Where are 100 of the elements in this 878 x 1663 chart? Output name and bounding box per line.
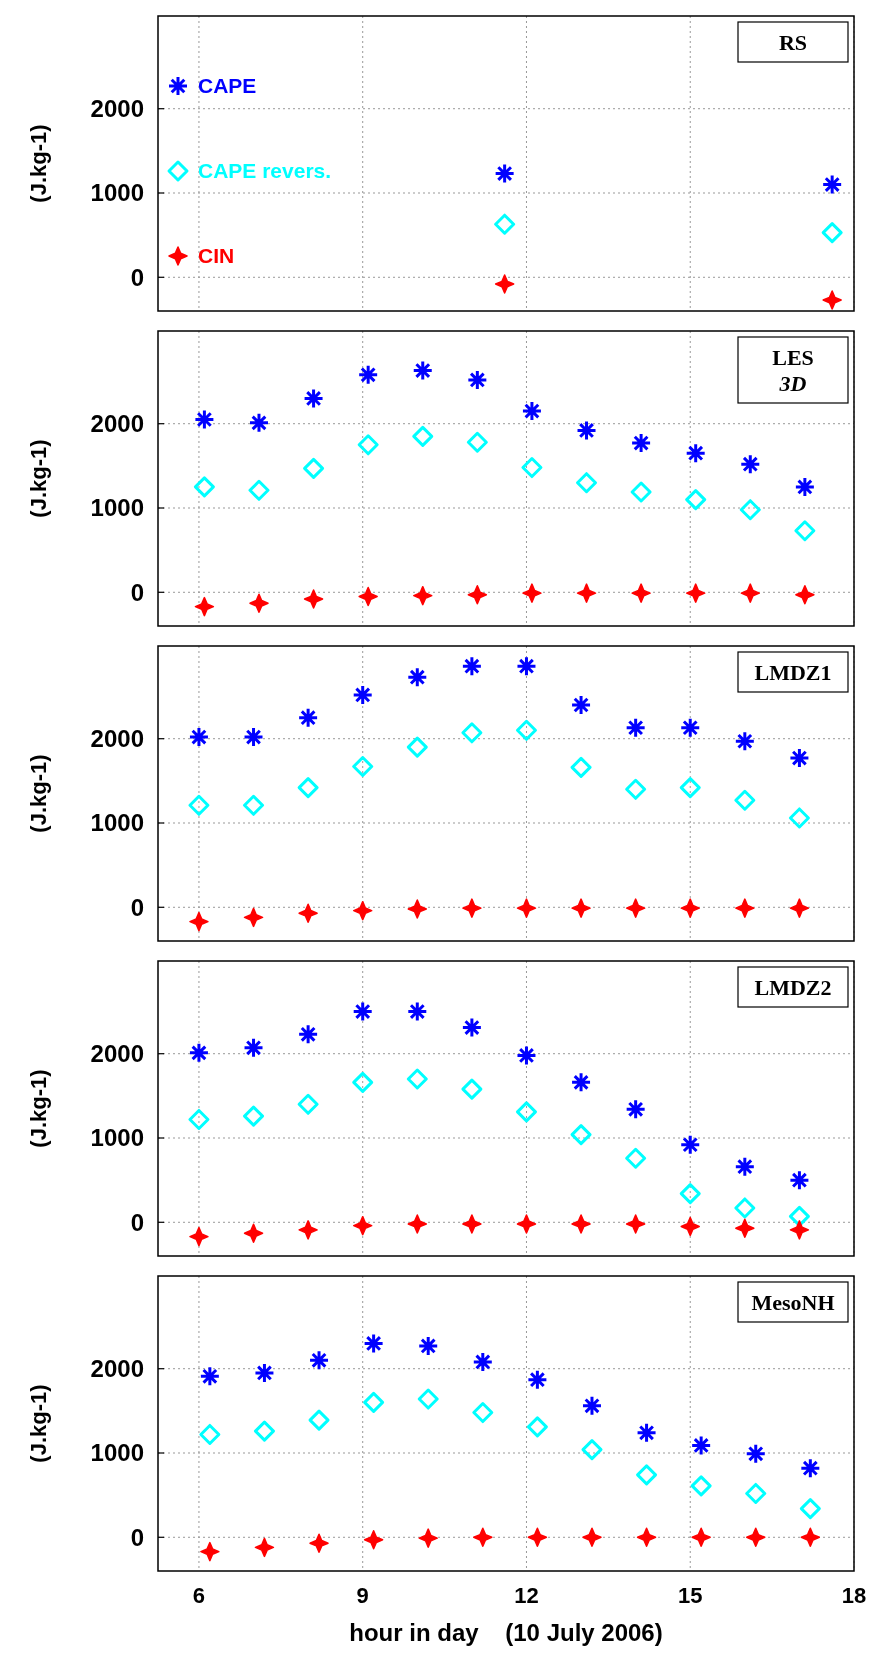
- point: [679, 777, 701, 799]
- point: [631, 583, 651, 603]
- point: [363, 1391, 385, 1413]
- point: [680, 1216, 700, 1237]
- point: [576, 583, 597, 603]
- point: [789, 898, 810, 918]
- point: [630, 432, 652, 454]
- point: [521, 400, 543, 422]
- y-tick-label: 0: [130, 1208, 144, 1236]
- point: [188, 794, 210, 816]
- point: [466, 369, 488, 391]
- point: [735, 1218, 755, 1238]
- point: [685, 583, 706, 603]
- point: [788, 1169, 810, 1191]
- point: [570, 756, 592, 778]
- point: [582, 1527, 602, 1548]
- point: [576, 472, 598, 494]
- y-tick-label: 1000: [90, 1439, 144, 1467]
- y-tick-label: 1000: [90, 809, 144, 837]
- point: [680, 898, 700, 918]
- point: [297, 707, 319, 729]
- point: [243, 726, 265, 748]
- point: [357, 434, 379, 456]
- annotation: LES: [772, 344, 814, 370]
- point: [734, 1197, 756, 1219]
- point: [248, 412, 270, 434]
- point: [303, 387, 325, 409]
- point: [406, 736, 428, 758]
- point: [522, 583, 542, 603]
- point: [199, 1365, 221, 1387]
- point: [799, 1457, 821, 1479]
- x-axis-title: hour in day (10 July 2006): [349, 1619, 663, 1646]
- point: [200, 1541, 220, 1562]
- point: [516, 1214, 537, 1234]
- point: [188, 1042, 210, 1064]
- point: [406, 666, 428, 688]
- point: [189, 911, 209, 932]
- point: [472, 1402, 494, 1424]
- point: [526, 1369, 548, 1391]
- y-axis-title: (J.kg-1): [26, 1384, 51, 1463]
- y-tick-label: 1000: [90, 1124, 144, 1152]
- point: [297, 777, 319, 799]
- y-tick-label: 2000: [90, 725, 144, 753]
- point: [243, 1223, 264, 1243]
- y-tick-label: 0: [130, 263, 144, 291]
- point: [516, 898, 537, 918]
- point: [466, 431, 488, 453]
- point: [417, 1335, 439, 1357]
- y-tick-label: 2000: [90, 410, 144, 438]
- point: [193, 409, 215, 430]
- point: [243, 1105, 265, 1127]
- point: [297, 1093, 319, 1115]
- y-tick-label: 1000: [90, 179, 144, 207]
- point: [309, 1533, 329, 1553]
- point: [526, 1416, 548, 1438]
- point: [515, 655, 537, 677]
- point: [189, 1226, 209, 1247]
- point: [418, 1528, 438, 1548]
- point: [473, 1527, 493, 1548]
- legend-label: CAPE revers.: [198, 159, 332, 183]
- point: [788, 1205, 810, 1227]
- point: [581, 1439, 603, 1461]
- point: [363, 1332, 385, 1354]
- point: [794, 520, 816, 542]
- point: [527, 1527, 548, 1548]
- annotation: MesoNH: [751, 1289, 835, 1315]
- point: [630, 481, 652, 503]
- point: [308, 1349, 330, 1371]
- point: [461, 655, 483, 677]
- point: [788, 807, 810, 829]
- point: [685, 489, 707, 511]
- point: [193, 476, 215, 498]
- point: [461, 722, 483, 744]
- point: [821, 174, 843, 196]
- point: [570, 1071, 592, 1093]
- point: [352, 1001, 374, 1023]
- point: [406, 1068, 428, 1090]
- y-axis-title: (J.kg-1): [26, 439, 51, 518]
- y-tick-label: 2000: [90, 1040, 144, 1068]
- point: [691, 1527, 711, 1548]
- point: [745, 1443, 767, 1465]
- point: [352, 900, 373, 921]
- point: [243, 794, 265, 816]
- annotation: LMDZ2: [754, 974, 832, 1000]
- x-tick-label: 15: [677, 1583, 703, 1608]
- point: [253, 1362, 275, 1384]
- point: [253, 1420, 275, 1442]
- point: [298, 1220, 318, 1240]
- point: [625, 898, 646, 918]
- point: [636, 1527, 657, 1548]
- point: [581, 1395, 603, 1417]
- point: [795, 585, 815, 605]
- point: [690, 1475, 712, 1497]
- point: [462, 898, 482, 918]
- point: [521, 457, 543, 479]
- x-tick-label: 9: [356, 1583, 369, 1608]
- point: [297, 1023, 319, 1045]
- point: [745, 1482, 767, 1504]
- y-tick-label: 0: [130, 893, 144, 921]
- x-tick-label: 18: [841, 1583, 867, 1608]
